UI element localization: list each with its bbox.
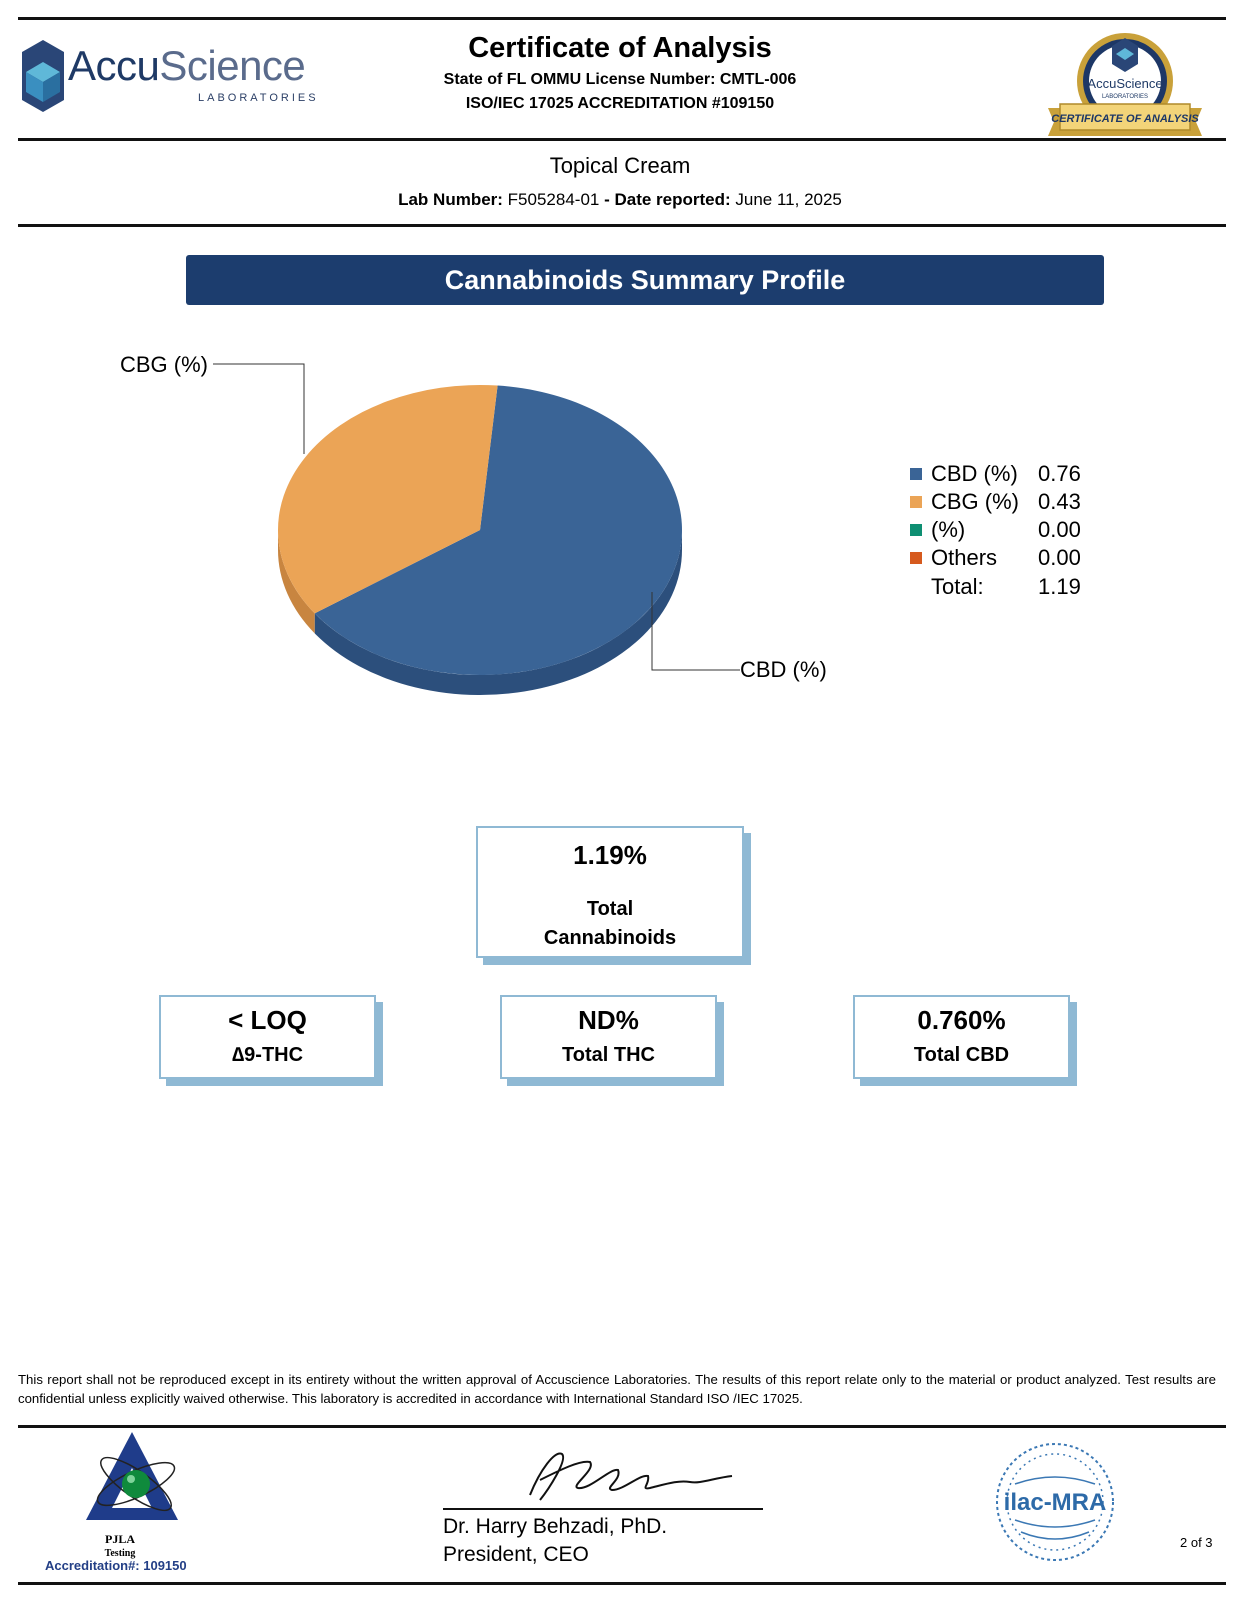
callout-label-cbg: CBG (%) <box>120 352 208 377</box>
total-cannabinoids-label: Total Cannabinoids <box>543 898 677 949</box>
license-number: State of FL OMMU License Number: CMTL-00… <box>443 71 797 88</box>
callout-leader-cbd <box>651 592 740 671</box>
callout-leader-cbg <box>213 363 305 454</box>
accuscience-logo: AccuScience LABORATORIES <box>20 38 320 124</box>
legend-swatch <box>910 552 922 564</box>
d9-thc-value: < LOQ <box>228 1005 307 1035</box>
lab-number-label: Lab Number: <box>398 190 503 209</box>
total-cannabinoids-value: 1.19% <box>573 840 647 870</box>
callout-label-cbd: CBD (%) <box>740 657 827 682</box>
signature-image <box>529 1452 733 1501</box>
legend-value: 0.76 <box>1038 461 1081 486</box>
pie-side-cbg- <box>278 530 315 634</box>
section-title-banner: Cannabinoids Summary Profile <box>186 255 1104 305</box>
date-label: Date reported: <box>614 190 731 209</box>
footer-top-rule <box>18 1425 1226 1428</box>
logo-subtitle: LABORATORIES <box>198 92 319 104</box>
svg-text:LABORATORIES: LABORATORIES <box>1102 94 1148 100</box>
total-thc-label: Total THC <box>562 1044 655 1066</box>
svg-text:CERTIFICATE OF ANALYSIS: CERTIFICATE OF ANALYSIS <box>1051 113 1199 125</box>
lab-info-line: Lab Number: F505284-01 - Date reported: … <box>0 190 1240 210</box>
svg-text:Testing: Testing <box>105 1548 136 1559</box>
pjla-logo-icon: PJLA Testing <box>86 1432 178 1559</box>
legend-label: (%) <box>931 517 965 542</box>
legend-swatch <box>910 524 922 536</box>
svg-text:ilac-MRA: ilac-MRA <box>1004 1489 1107 1516</box>
total-thc-box: ND% Total THC <box>500 995 717 1079</box>
legend-swatch <box>910 468 922 480</box>
header-bottom-rule <box>18 138 1226 141</box>
legend-value: 0.00 <box>1038 545 1081 570</box>
document-title: Certificate of Analysis <box>468 32 772 64</box>
svg-text:AccuScience: AccuScience <box>1087 76 1162 91</box>
d9-thc-box: < LOQ ∆9-THC <box>159 995 376 1079</box>
legend-label: CBG (%) <box>931 489 1019 514</box>
signer-title: President, CEO <box>443 1543 589 1566</box>
legend-label: CBD (%) <box>931 461 1018 486</box>
hexagon-logo-icon <box>22 40 64 112</box>
total-cbd-value: 0.760% <box>917 1005 1006 1035</box>
d9-thc-label: ∆9-THC <box>231 1044 304 1066</box>
signer-name: Dr. Harry Behzadi, PhD. <box>443 1515 668 1538</box>
header-top-rule <box>18 17 1226 20</box>
legend-label: Others <box>931 545 997 570</box>
pjla-accreditation: Accreditation#: 109150 <box>45 1558 187 1573</box>
legend-value: 0.43 <box>1038 489 1081 514</box>
disclaimer-text: This report shall not be reproduced exce… <box>18 1372 1216 1406</box>
legend-value: 0.00 <box>1038 517 1081 542</box>
svg-text:PJLA: PJLA <box>105 1532 135 1546</box>
page-number: 2 of 3 <box>1180 1535 1213 1550</box>
logo-wordmark: AccuScience <box>68 42 306 89</box>
pie-slice-cbg- <box>278 385 498 614</box>
total-cbd-box: 0.760% Total CBD <box>853 995 1070 1079</box>
legend-total-label: Total: <box>931 574 984 599</box>
date-reported: June 11, 2025 <box>735 190 842 209</box>
legend-total-value: 1.19 <box>1038 574 1081 599</box>
lab-number: F505284-01 <box>507 190 600 209</box>
total-thc-value: ND% <box>578 1005 639 1035</box>
certificate-seal-icon: AccuScience LABORATORIES CERTIFICATE OF … <box>1048 33 1202 136</box>
cannabinoids-pie-chart: CBG (%) CBD (%) CBD (%) 0.76 CBG (%) 0.43 (%)… <box>120 352 1081 695</box>
pie-side-cbd- <box>314 530 682 695</box>
footer-bottom-rule <box>18 1582 1226 1585</box>
signature-line <box>443 1508 763 1510</box>
pie-slice-cbd- <box>314 385 682 675</box>
total-cannabinoids-box: 1.19% Total Cannabinoids <box>476 826 744 958</box>
legend-swatch <box>910 496 922 508</box>
ilac-mra-logo-icon: ilac-MRA <box>996 1443 1114 1561</box>
separator: - <box>599 190 615 209</box>
product-bottom-rule <box>18 224 1226 227</box>
product-name: Topical Cream <box>549 153 691 178</box>
accreditation-number: ISO/IEC 17025 ACCREDITATION #109150 <box>465 95 775 112</box>
total-cbd-label: Total CBD <box>913 1044 1010 1066</box>
header-block: Certificate of Analysis State of FL OMMU… <box>380 32 860 113</box>
signer-block: Dr. Harry Behzadi, PhD. President, CEO <box>443 1513 667 1569</box>
